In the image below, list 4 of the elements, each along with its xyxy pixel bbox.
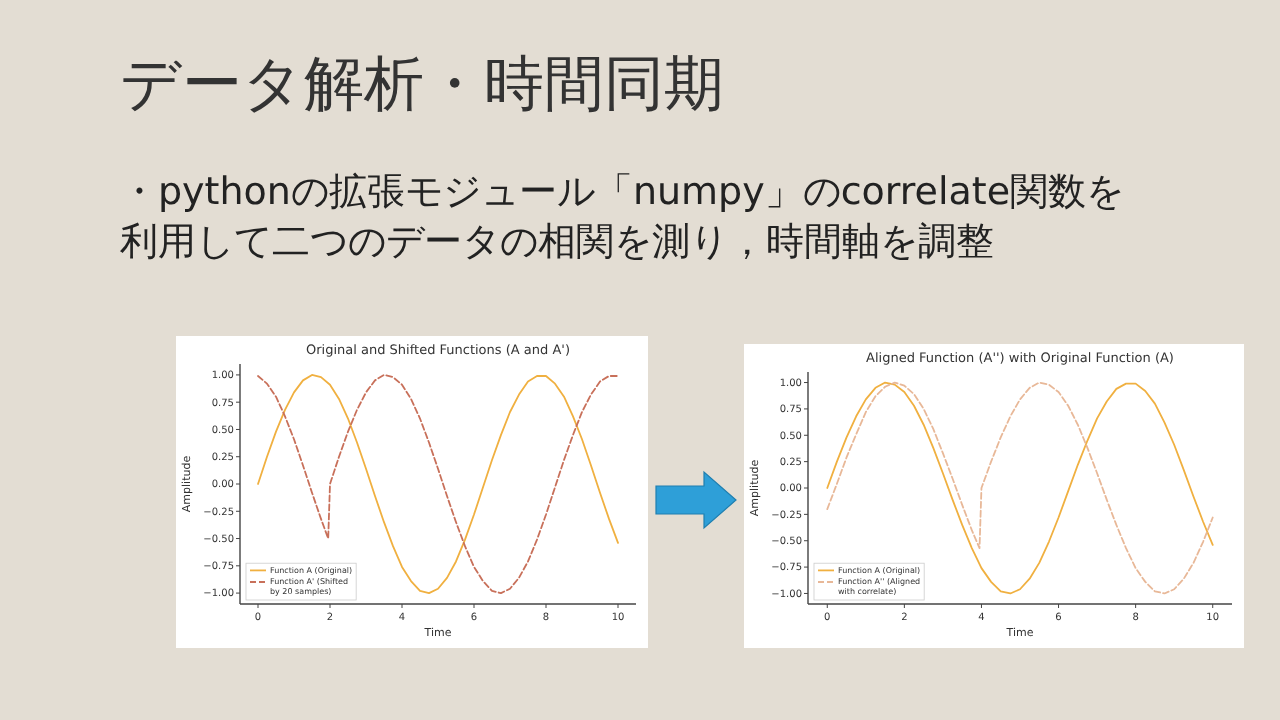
text: データ解析・時間同期	[120, 48, 724, 124]
line-series	[826, 381, 1214, 595]
line-series	[257, 374, 619, 594]
text: ・pythonの拡張モジュール「numpy」のcorrelate関数を利用して二つのデータの相関を測り，時間軸を調整	[120, 168, 1127, 268]
